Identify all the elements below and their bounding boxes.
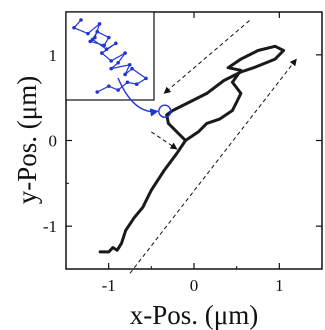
tick-labels: -1 0 1 -1 0 1 xyxy=(43,46,284,295)
x-tick-label: 0 xyxy=(190,276,199,295)
inset-point xyxy=(109,66,113,71)
inset-point xyxy=(72,25,76,30)
y-axis-title: y-Pos. (μm) xyxy=(12,76,42,204)
y-tick-label: -1 xyxy=(43,217,57,236)
inset-point xyxy=(95,29,100,34)
inset-point xyxy=(116,61,120,65)
inset-point xyxy=(127,62,132,67)
inset-point xyxy=(123,51,127,55)
inset-plot xyxy=(65,11,172,118)
y-tick-label: 1 xyxy=(49,46,58,65)
trajectory-line xyxy=(98,44,286,254)
inset-point xyxy=(97,22,102,26)
dashed-arrow xyxy=(163,20,250,94)
inset-point xyxy=(100,51,104,55)
inset-point xyxy=(102,43,106,48)
inset-point xyxy=(144,76,148,81)
x-axis-title: x-Pos. (μm) xyxy=(130,300,258,330)
dashed-arrows xyxy=(129,20,297,274)
axis-ticks xyxy=(65,11,323,270)
inset-point xyxy=(114,41,118,46)
inset-point xyxy=(79,18,83,22)
inset-point xyxy=(125,80,130,85)
y-tick-label: 0 xyxy=(49,132,58,151)
inset-point xyxy=(104,47,109,51)
inset-point xyxy=(107,35,111,40)
trajectory-series xyxy=(98,44,286,254)
inset-point xyxy=(86,31,90,36)
dashed-arrow xyxy=(151,131,178,150)
inset-point xyxy=(90,37,95,42)
x-tick-label: 1 xyxy=(275,276,284,295)
inset-point xyxy=(109,59,113,63)
inset-point xyxy=(123,72,127,77)
dashed-arrow xyxy=(129,58,297,274)
inset-point xyxy=(130,66,134,71)
zoom-circle xyxy=(158,104,172,118)
inset-point xyxy=(134,82,139,87)
inset-point xyxy=(116,88,120,92)
inset-point xyxy=(95,90,100,94)
x-tick-label: -1 xyxy=(102,276,116,295)
inset-point xyxy=(107,84,111,88)
zoom-connector xyxy=(117,77,159,117)
